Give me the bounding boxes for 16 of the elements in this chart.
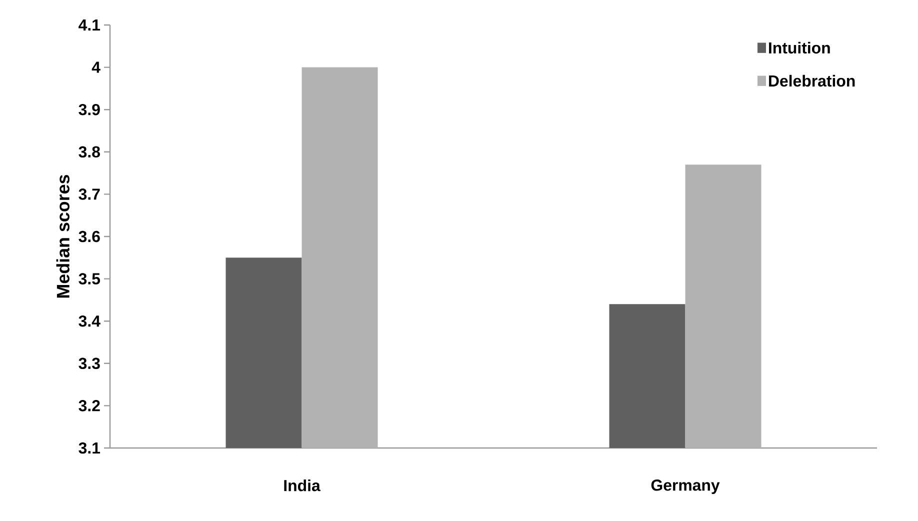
y-tick-label: 3.4 — [78, 315, 100, 327]
y-tick-label: 3.6 — [78, 230, 100, 242]
y-tick-label: 3.2 — [78, 400, 100, 412]
y-tick-label: 4.1 — [78, 20, 100, 30]
legend-label: Intuition — [769, 42, 830, 54]
y-tick-label: 3.8 — [78, 146, 100, 158]
legend-label: Delebration — [769, 74, 855, 87]
y-tick-label: 3.3 — [78, 358, 100, 370]
y-tick-label: 3.1 — [78, 442, 100, 454]
y-tick-label: 3.7 — [78, 188, 100, 200]
y-tick-label: 3.9 — [78, 104, 100, 116]
y-tick-label: 3.5 — [78, 273, 100, 284]
y-tick-label: 4 — [92, 62, 100, 73]
x-tick-label: India — [284, 480, 320, 492]
y-axis-title: Median scores — [56, 174, 70, 298]
x-tick-label: Germany — [651, 480, 720, 494]
